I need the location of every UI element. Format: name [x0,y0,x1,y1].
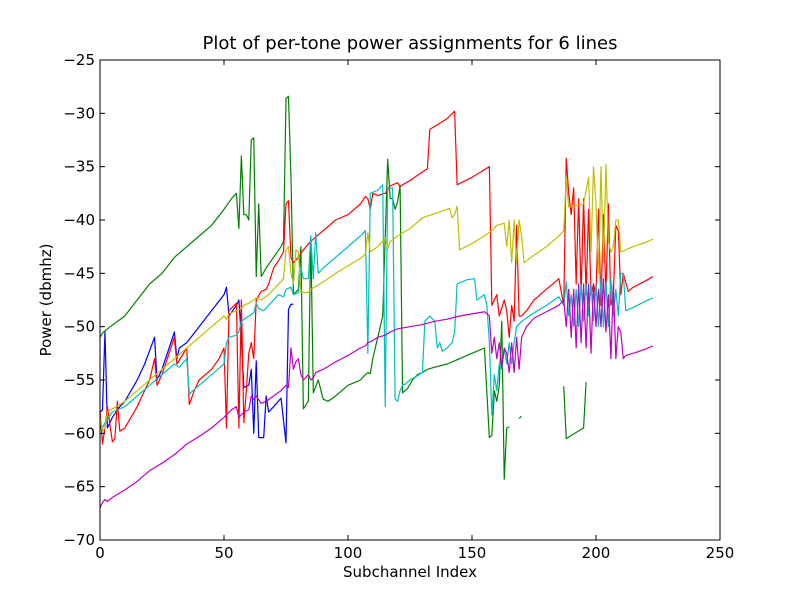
y-tick-label: −45 [63,264,95,282]
series-2-line-3 [563,382,587,440]
y-tick-label: −50 [63,318,95,336]
series-2-line-2 [518,415,522,419]
series-4-line-1 [99,184,654,429]
ticks-layer: 0 50 100 150 200 250 −70 −65 −60 −55 −50 −45 −40 −35 −… [63,51,734,562]
y-tick-label: −60 [63,424,95,442]
chart-title: Plot of per-tone power assignments for 6… [203,33,618,54]
y-axis-label: Power (dbmhz) [37,244,55,357]
x-tick-label: 250 [706,544,735,562]
y-tick-label: −40 [63,211,95,229]
y-tick-label: −65 [63,478,95,496]
x-tick-label: 0 [95,544,105,562]
x-tick-label: 50 [214,544,233,562]
y-tick-label: −35 [63,158,95,176]
series-1-line-1 [99,286,294,444]
x-tick-label: 100 [334,544,363,562]
y-tick-label: −55 [63,371,95,389]
series-5-line-1 [99,278,654,509]
series-6-line-1 [99,163,654,432]
plot-frame [99,59,721,541]
y-tick-label: −70 [63,531,95,549]
y-tick-label: −30 [63,104,95,122]
series-2-line-1 [99,95,510,480]
y-tick-label: −25 [63,51,95,69]
x-tick-label: 200 [582,544,611,562]
x-axis-label: Subchannel Index [343,563,477,581]
series-layer [99,95,654,509]
x-tick-label: 150 [458,544,487,562]
